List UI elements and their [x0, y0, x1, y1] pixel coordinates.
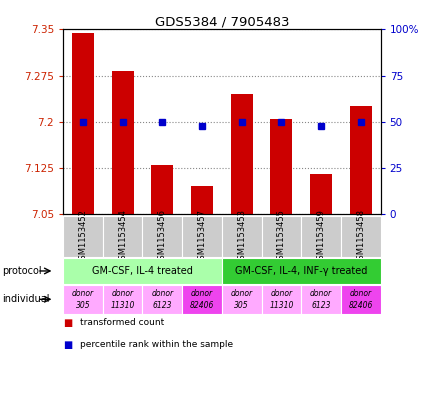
Title: GDS5384 / 7905483: GDS5384 / 7905483 [154, 15, 289, 28]
Bar [221, 285, 261, 314]
Bar [102, 216, 142, 257]
Bar [300, 285, 340, 314]
Text: GM-CSF, IL-4, INF-γ treated: GM-CSF, IL-4, INF-γ treated [234, 266, 367, 276]
Bar [63, 258, 221, 284]
Text: GSM1153456: GSM1153456 [158, 209, 166, 265]
Bar [221, 258, 380, 284]
Text: ■: ■ [63, 318, 72, 328]
Text: GSM1153453: GSM1153453 [237, 209, 246, 265]
Text: GSM1153455: GSM1153455 [276, 209, 285, 265]
Text: 6123: 6123 [311, 301, 330, 310]
Text: 305: 305 [76, 301, 90, 310]
Text: percentile rank within the sample: percentile rank within the sample [80, 340, 233, 349]
Bar [230, 94, 252, 214]
Text: donor: donor [349, 290, 371, 298]
Bar [182, 285, 221, 314]
Text: 11310: 11310 [110, 301, 135, 310]
Bar [340, 216, 380, 257]
Bar [340, 285, 380, 314]
Bar [261, 285, 300, 314]
Text: donor: donor [309, 290, 332, 298]
Text: 82406: 82406 [189, 301, 214, 310]
Bar [142, 216, 182, 257]
Text: individual: individual [2, 294, 49, 304]
Text: GSM1153457: GSM1153457 [197, 209, 206, 265]
Bar [63, 285, 102, 314]
Bar [261, 216, 300, 257]
Text: donor: donor [270, 290, 292, 298]
Text: protocol: protocol [2, 266, 42, 276]
Bar [102, 285, 142, 314]
Bar [300, 216, 340, 257]
Bar [270, 119, 292, 214]
Bar [151, 165, 173, 214]
Text: GM-CSF, IL-4 treated: GM-CSF, IL-4 treated [92, 266, 192, 276]
Text: GSM1153458: GSM1153458 [355, 209, 365, 265]
Bar [72, 33, 94, 214]
Bar [182, 216, 221, 257]
Text: GSM1153452: GSM1153452 [78, 209, 87, 265]
Text: ■: ■ [63, 340, 72, 349]
Text: 305: 305 [234, 301, 248, 310]
Text: 82406: 82406 [348, 301, 372, 310]
Text: donor: donor [72, 290, 94, 298]
Text: donor: donor [111, 290, 133, 298]
Text: donor: donor [230, 290, 252, 298]
Text: transformed count: transformed count [80, 318, 164, 327]
Text: donor: donor [151, 290, 173, 298]
Text: 6123: 6123 [152, 301, 172, 310]
Bar [112, 71, 133, 214]
Text: GSM1153459: GSM1153459 [316, 209, 325, 265]
Bar [349, 107, 371, 214]
Bar [221, 216, 261, 257]
Bar [142, 285, 182, 314]
Bar [63, 216, 102, 257]
Text: GSM1153454: GSM1153454 [118, 209, 127, 265]
Text: 11310: 11310 [269, 301, 293, 310]
Bar [309, 174, 331, 214]
Text: donor: donor [191, 290, 213, 298]
Bar [191, 187, 212, 214]
